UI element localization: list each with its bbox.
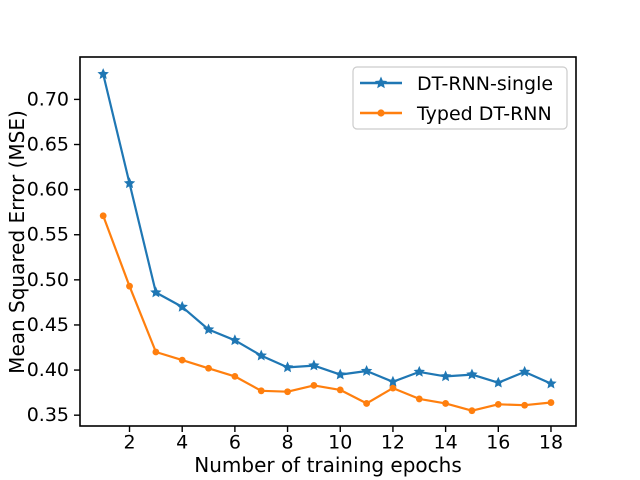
circle-marker-icon [389,384,397,392]
star-marker-icon [176,300,188,312]
y-axis-ticks: 0.35 0.40 0.45 0.50 0.55 0.60 0.65 0.70 [27,88,80,426]
y-tick-label: 0.35 [27,404,69,426]
circle-marker-icon [521,401,529,409]
star-marker-icon [518,365,531,377]
y-axis-label: Mean Squared Error (MSE) [5,110,29,374]
x-tick-label: 14 [434,432,458,454]
x-axis-ticks: 2 4 6 8 10 12 14 16 18 [123,426,563,454]
star-marker-icon [97,68,109,79]
star-marker-icon [123,177,136,189]
circle-marker-icon [494,400,502,408]
star-marker-icon [255,349,267,361]
legend-entry-dt-rnn-single: DT-RNN-single [360,73,553,95]
y-tick-label: 0.40 [27,359,69,381]
star-marker-icon [439,370,452,382]
y-tick-label: 0.65 [27,134,69,156]
y-tick-label: 0.55 [27,224,69,246]
star-marker-icon [545,377,557,389]
x-tick-label: 8 [282,432,294,454]
x-tick-label: 2 [123,432,135,454]
star-marker-icon [229,334,241,346]
star-marker-icon [150,286,162,298]
x-axis-label: Number of training epochs [194,453,462,477]
star-marker-icon [387,375,399,387]
circle-marker-icon [363,400,370,407]
series-typed-dt-rnn [99,212,555,415]
x-tick-label: 12 [381,432,405,454]
circle-marker-icon [336,386,344,394]
legend-box [352,66,568,130]
circle-marker-icon [152,348,160,356]
circle-marker-icon [415,395,423,403]
legend: DT-RNN-single Typed DT-RNN [352,66,568,130]
circle-marker-icon [310,382,318,389]
x-tick-label: 16 [486,432,510,454]
y-tick-label: 0.45 [27,314,69,336]
star-marker-icon [492,376,504,388]
plot-frame [79,56,577,427]
circle-marker-icon [468,407,476,415]
legend-circle-marker-icon [377,109,385,117]
series-dt-rnn-single [97,68,557,389]
circle-marker-icon [126,282,133,290]
x-tick-label: 18 [539,432,563,454]
circle-marker-icon [547,399,555,406]
y-tick-label: 0.50 [27,269,69,291]
legend-star-marker-icon [374,76,388,89]
x-tick-label: 4 [176,432,188,454]
star-marker-icon [202,323,215,335]
y-tick-label: 0.60 [27,179,69,201]
star-marker-icon [413,365,425,377]
circle-marker-icon [442,400,450,407]
circle-marker-icon [99,212,107,220]
star-marker-icon [466,368,478,380]
circle-marker-icon [205,364,212,372]
circle-marker-icon [257,387,265,395]
circle-marker-icon [178,356,186,364]
star-marker-icon [308,359,320,371]
legend-label-typed-dt-rnn: Typed DT-RNN [416,103,552,125]
star-marker-icon [360,364,373,376]
x-tick-label: 10 [328,432,352,454]
legend-label-dt-rnn-single: DT-RNN-single [417,73,553,95]
x-tick-label: 6 [229,432,241,454]
circle-marker-icon [284,388,291,396]
y-tick-label: 0.70 [27,88,69,110]
series-line [102,214,553,412]
legend-entry-typed-dt-rnn: Typed DT-RNN [360,103,552,125]
star-marker-icon [334,368,346,380]
circle-marker-icon [231,372,239,380]
series-line [102,72,553,385]
star-marker-icon [281,361,294,373]
plot-dynamic-layer: 2 4 6 8 10 12 14 16 180.350.400.450.500.550.600.… [27,68,563,454]
